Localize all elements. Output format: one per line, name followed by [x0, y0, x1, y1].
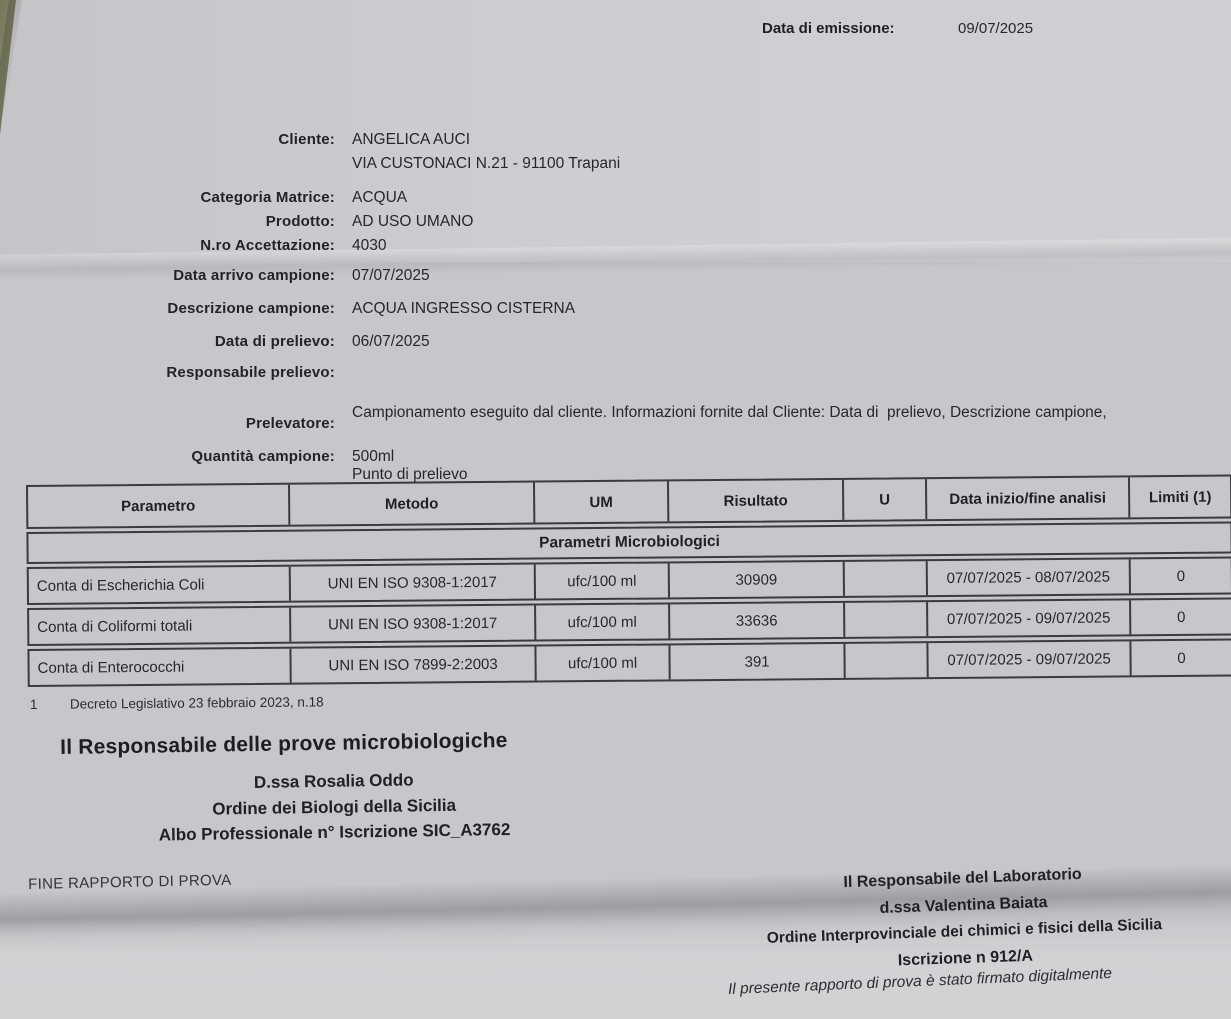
col-header-u: U [843, 479, 928, 520]
responsabile-line-1: Campionamento eseguito dal cliente. Info… [352, 404, 1107, 421]
field-data-arrivo: Data arrivo campione: 07/07/2025 [0, 267, 1231, 285]
field-value: 06/07/2025 [352, 333, 430, 350]
cell-data-analisi: 07/07/2025 - 08/07/2025 [927, 559, 1131, 596]
cell-um: ufc/100 ml [536, 645, 671, 681]
responsabile-line-2: Punto di prelievo [352, 466, 468, 483]
field-nro-accettazione: N.ro Accettazione: 4030 [0, 237, 1231, 255]
emission-date-row: Data di emissione: 09/07/2025 [762, 20, 1033, 37]
field-prelevatore: Prelevatore: [0, 415, 1231, 432]
cell-limiti: 0 [1177, 649, 1186, 667]
cell-risultato: 33636 [670, 602, 846, 639]
cell-u [845, 643, 929, 678]
field-cliente: Cliente: ANGELICA AUCI [0, 131, 1231, 149]
table-row-coliformi: Conta di Coliformi totali UNI EN ISO 930… [27, 597, 1231, 646]
cell-parametro: Conta di Escherichia Coli [28, 566, 292, 603]
cell-risultato: 30909 [669, 561, 845, 598]
field-cliente-address: VIA CUSTONACI N.21 - 91100 Trapani [0, 155, 1231, 173]
field-label: Data arrivo campione: [173, 267, 335, 284]
field-label: Responsabile prelievo: [166, 364, 335, 381]
field-value: Campionamento eseguito dal cliente. Info… [352, 364, 1107, 524]
field-value: 500ml [352, 448, 395, 465]
col-header-limiti: Limiti (1) [1148, 488, 1212, 506]
end-of-report-label: FINE RAPPORTO DI PROVA [28, 871, 232, 893]
micro-signature-block: Il Responsabile delle prove microbiologi… [60, 727, 608, 849]
field-label: Quantità campione: [191, 448, 335, 465]
cell-data-analisi: 07/07/2025 - 09/07/2025 [928, 600, 1132, 637]
cell-limiti: 0 [1176, 608, 1186, 626]
field-value: 07/07/2025 [352, 267, 430, 284]
footnote-text: Decreto Legislativo 23 febbraio 2023, n.… [69, 694, 324, 712]
cell-risultato: 391 [670, 643, 846, 680]
cell-metodo: UNI EN ISO 9308-1:2017 [290, 564, 537, 601]
field-label: Prelevatore: [245, 415, 335, 432]
footnote-number: 1 [29, 696, 38, 712]
field-value: VIA CUSTONACI N.21 - 91100 Trapani [352, 155, 621, 172]
field-value: ACQUA [352, 189, 408, 206]
cell-um: ufc/100 ml [535, 563, 671, 599]
field-label: Cliente: [278, 131, 335, 148]
col-header-risultato: Risultato [668, 479, 845, 522]
cell-data-analisi: 07/07/2025 - 09/07/2025 [928, 641, 1132, 678]
col-header-um: UM [534, 481, 670, 523]
field-label: N.ro Accettazione: [200, 237, 335, 254]
field-value: ACQUA INGRESSO CISTERNA [352, 300, 576, 317]
field-label: Prodotto: [265, 213, 335, 230]
cell-parametro: Conta di Enterococchi [29, 648, 292, 685]
emission-date-value: 09/07/2025 [958, 20, 1034, 37]
table-footnote: 1 Decreto Legislativo 23 febbraio 2023, … [28, 686, 1231, 712]
field-label: Data di prelievo: [214, 333, 335, 350]
micro-signature-lines: D.ssa Rosalia Oddo Ordine dei Biologi de… [61, 764, 608, 849]
cell-u [845, 602, 929, 637]
field-categoria-matrice: Categoria Matrice: ACQUA [0, 189, 1231, 207]
emission-date-label: Data di emissione: [762, 20, 895, 37]
field-responsabile-prelievo: Responsabile prelievo: Campionamento ese… [0, 364, 1231, 524]
cell-metodo: UNI EN ISO 9308-1:2017 [291, 605, 537, 642]
field-label: Categoria Matrice: [200, 189, 335, 206]
col-header-data-analisi: Data inizio/fine analisi [926, 477, 1131, 520]
cell-limiti: 0 [1176, 567, 1186, 585]
field-quantita: Quantità campione: 500ml [0, 448, 1231, 466]
paper-edge-shadow [0, 0, 22, 142]
micro-signature-title: Il Responsabile delle prove microbiologi… [60, 728, 508, 759]
table-row-enterococchi: Conta di Enterococchi UNI EN ISO 7899-2:… [27, 638, 1231, 687]
table-surface-corner-highlight [0, 0, 9, 62]
field-label: Descrizione campione: [167, 300, 335, 317]
table-surface-corner [0, 0, 16, 135]
field-prodotto: Prodotto: AD USO UMANO [0, 213, 1231, 231]
cell-parametro: Conta di Coliformi totali [29, 607, 292, 644]
field-value: ANGELICA AUCI [352, 131, 471, 148]
cell-um: ufc/100 ml [536, 604, 671, 640]
col-header-parametro: Parametro [28, 484, 291, 527]
field-data-prelievo: Data di prelievo: 06/07/2025 [0, 333, 1231, 351]
field-value: AD USO UMANO [352, 213, 474, 230]
field-descrizione: Descrizione campione: ACQUA INGRESSO CIS… [0, 300, 1231, 318]
table-row-escherichia: Conta di Escherichia Coli UNI EN ISO 930… [26, 556, 1231, 605]
table-header-row: Parametro Metodo UM Risultato U Data ini… [26, 474, 1231, 529]
field-value: 4030 [352, 237, 387, 254]
cell-u [844, 561, 928, 596]
cell-metodo: UNI EN ISO 7899-2:2003 [291, 646, 537, 683]
results-table: Parametro Metodo UM Risultato U Data ini… [26, 474, 1231, 712]
col-header-metodo: Metodo [290, 482, 536, 525]
